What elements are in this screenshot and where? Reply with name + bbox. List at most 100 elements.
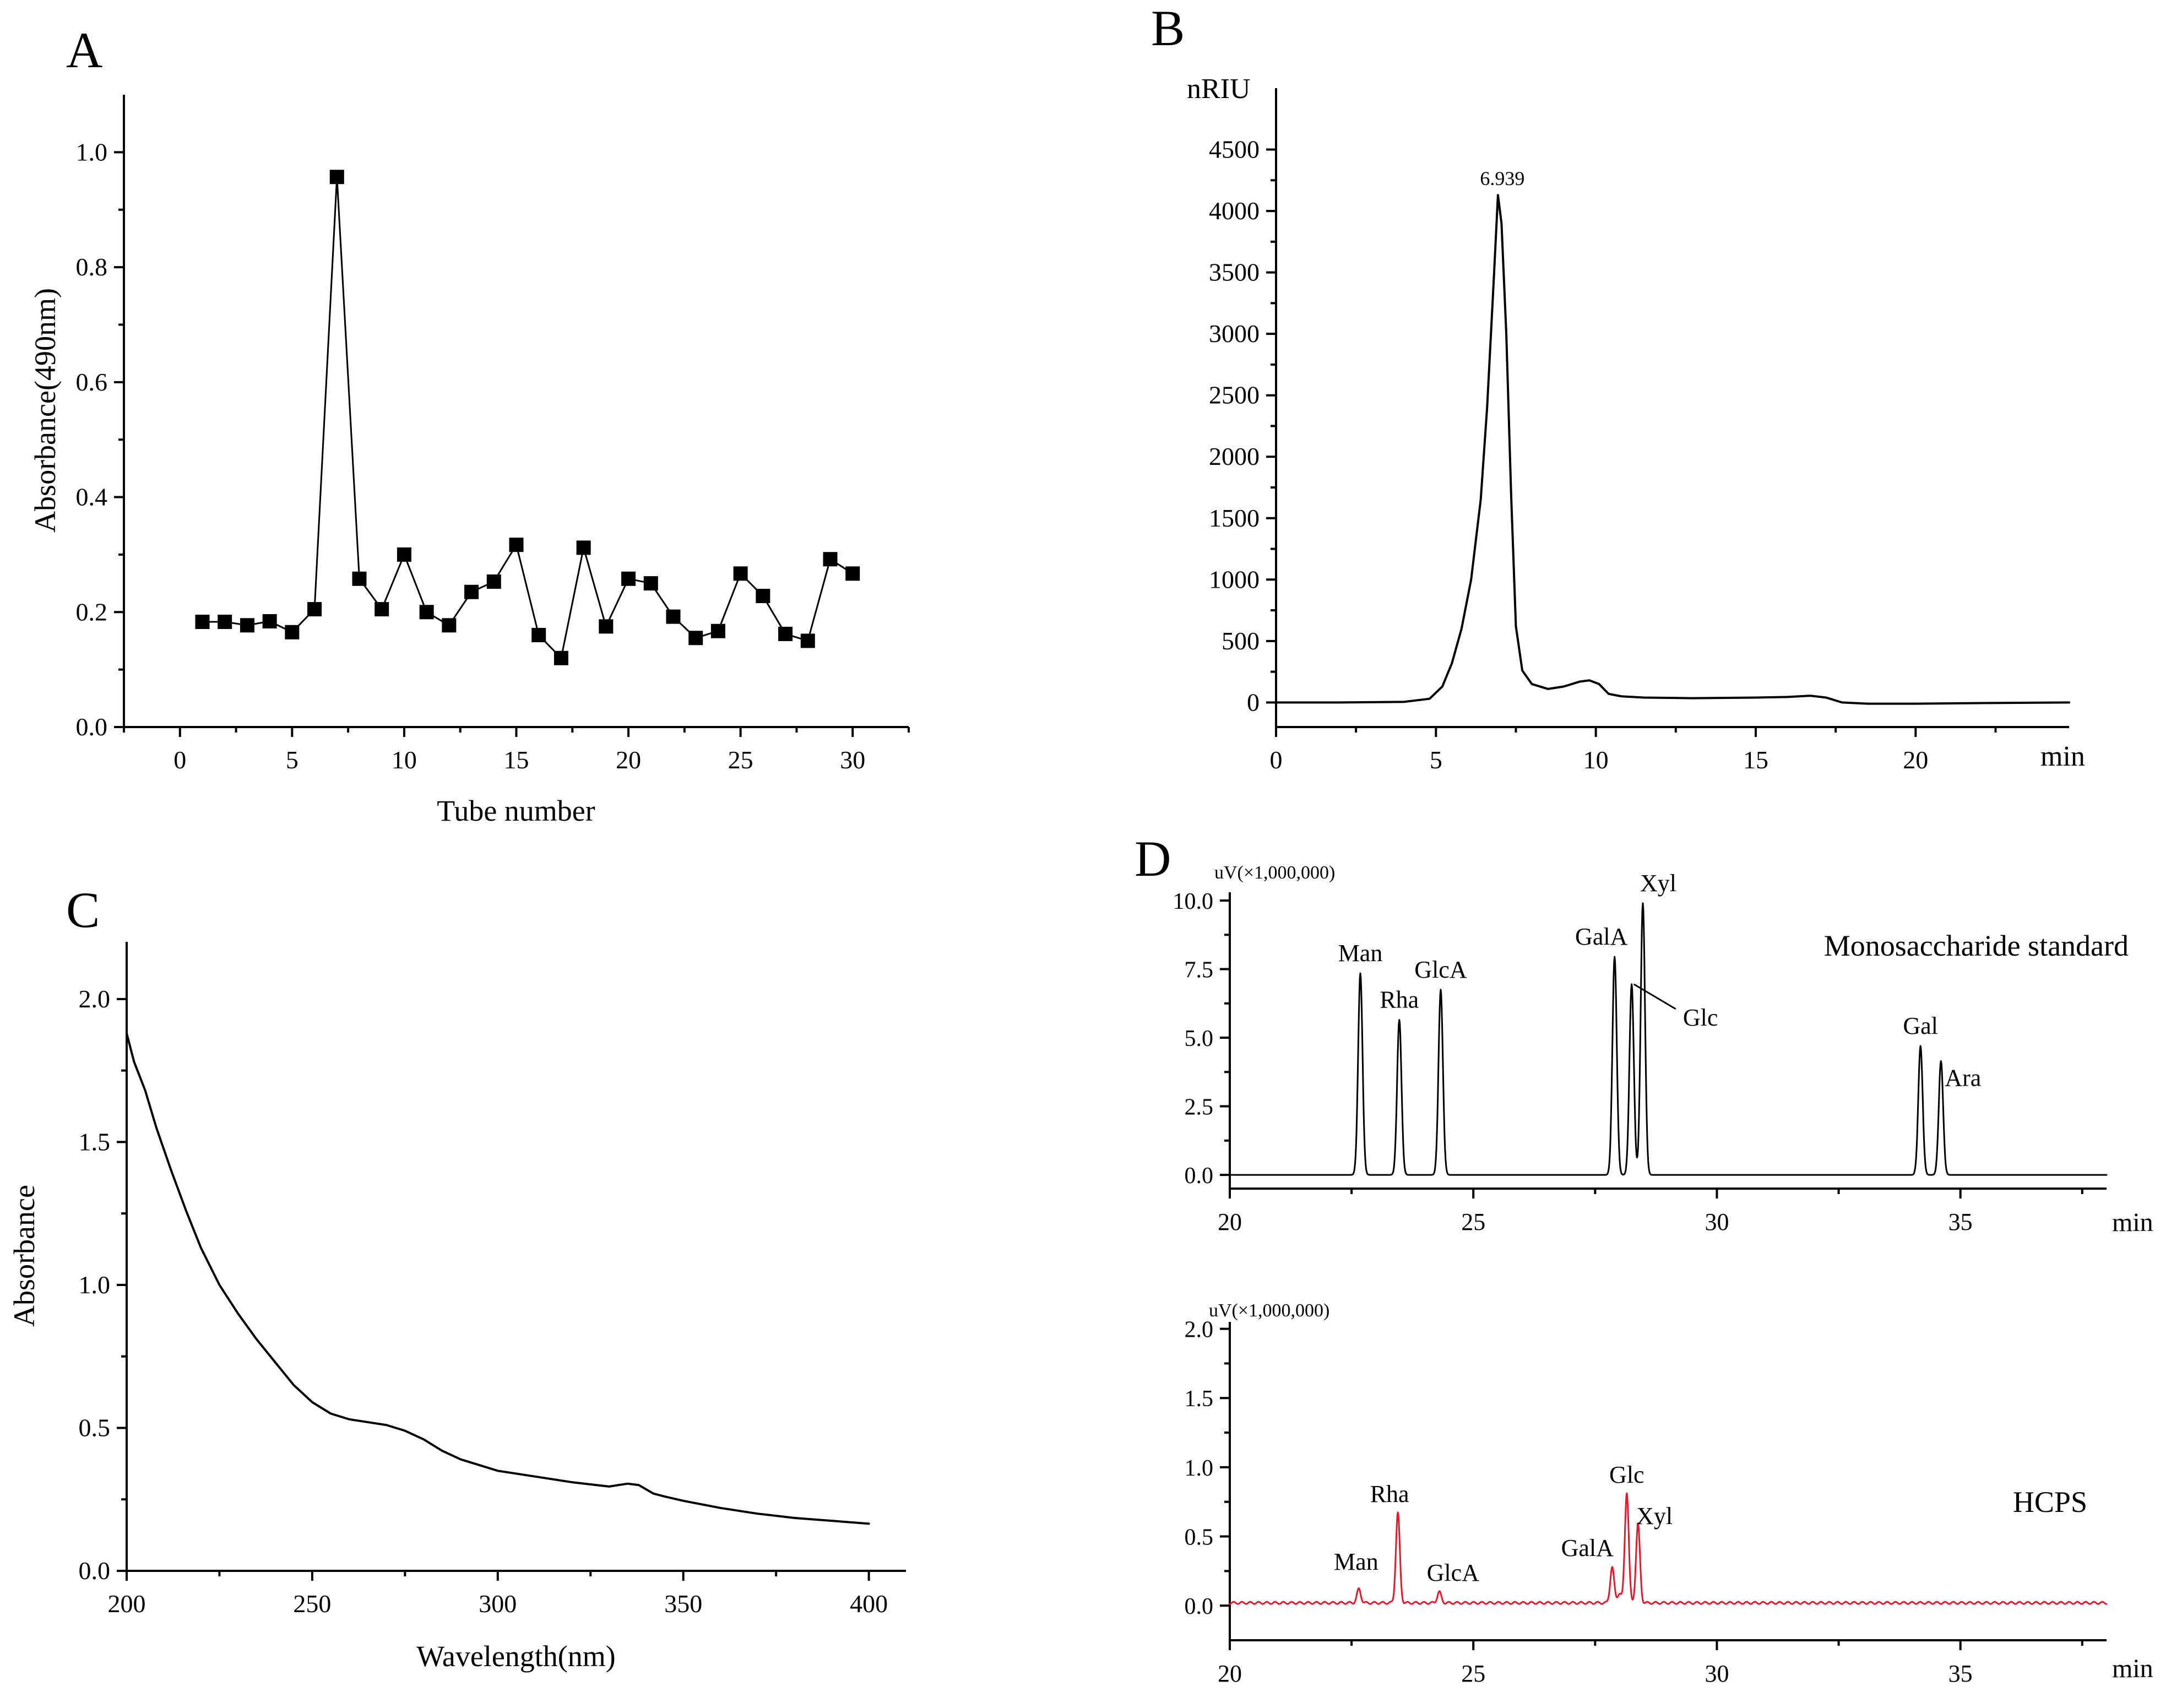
x-tick-label: 25 [1461, 1208, 1485, 1235]
data-point [710, 623, 725, 638]
chromatogram-trace [1229, 902, 2108, 1176]
y-tick-label: 0.4 [76, 483, 108, 511]
data-point [442, 618, 457, 633]
panel-a-tube-absorbance-chart: 0.0 0.2 0.4 0.6 0.8 1.0 0 5 10 15 20 25 30 A Tube numb… [29, 22, 910, 827]
x-tick-label: 400 [850, 1590, 888, 1618]
data-point [285, 625, 300, 639]
data-point [845, 566, 860, 581]
y-tick-label: 2.5 [1185, 1095, 1214, 1120]
data-point [553, 650, 568, 665]
x-tick-label: 5 [286, 746, 298, 774]
chromatogram-trace [1229, 1492, 2108, 1605]
y-axis-unit-label: uV(×1,000,000) [1214, 863, 1335, 883]
x-tick-label: 15 [1743, 746, 1768, 774]
x-tick-label: 300 [479, 1590, 517, 1618]
data-point [262, 614, 277, 628]
x-tick-label: 25 [728, 746, 753, 774]
x-tick-label: 200 [108, 1590, 146, 1618]
data-point [352, 571, 367, 586]
x-tick-label: 5 [1430, 746, 1442, 774]
data-point [800, 633, 815, 648]
data-point [531, 628, 546, 643]
x-tick-label: 20 [1218, 1208, 1242, 1235]
y-tick-label: 2.0 [1185, 1317, 1214, 1343]
y-tick-label: 3500 [1209, 258, 1260, 286]
data-point [375, 602, 389, 617]
data-point [486, 574, 501, 589]
y-tick-label: 0.0 [76, 713, 108, 741]
x-tick-label: 35 [1949, 1208, 1973, 1235]
y-tick-label: 1000 [1209, 565, 1260, 593]
x-tick-label: 250 [293, 1590, 331, 1618]
y-axis-unit-label: uV(×1,000,000) [1209, 1300, 1329, 1321]
y-tick-label: 1.5 [79, 1127, 111, 1156]
y-tick-label: 0.5 [1185, 1525, 1214, 1550]
spectrum-trace [126, 1032, 870, 1525]
x-tick-label: 20 [616, 746, 641, 774]
y-tick-label: 0.5 [79, 1413, 111, 1441]
y-axis-title: Absorbance [8, 1185, 41, 1327]
peak-label: Ara [1945, 1064, 1981, 1091]
data-point [218, 615, 232, 630]
y-tick-label: 0.0 [79, 1557, 111, 1585]
data-point [307, 602, 322, 617]
peak-label: Rha [1380, 986, 1419, 1013]
data-point [464, 584, 479, 599]
y-tick-label: 0.2 [76, 598, 108, 626]
x-tick-label: 0 [173, 746, 186, 774]
y-axis-unit-label: nRIU [1187, 73, 1251, 105]
panel-c-uv-spectrum: 0.0 0.5 1.0 1.5 2.0 200 250 300 350 400 C Wavelengt… [8, 882, 906, 1673]
peak-label: Glc [1683, 1004, 1718, 1031]
y-tick-label: 10.0 [1173, 889, 1214, 914]
data-point [397, 547, 411, 562]
data-point [688, 631, 703, 646]
y-tick-label: 0 [1247, 688, 1260, 716]
data-point [419, 605, 434, 620]
peak-label: Glc [1609, 1461, 1644, 1488]
x-axis-unit-label: min [2040, 741, 2085, 772]
panel-label: D [1135, 831, 1171, 887]
data-point [756, 589, 770, 604]
x-tick-label: 35 [1949, 1660, 1973, 1687]
panel-label: A [66, 22, 102, 78]
peak-label: Man [1334, 1548, 1378, 1575]
data-point [733, 566, 748, 581]
data-point [778, 626, 793, 641]
chromatogram-trace [1275, 194, 2070, 705]
panel-d-monosaccharide-standard-chromatogram: 0.0 2.5 5.0 7.5 10.0 20 25 30 35 D uV(×1,000,000) m… [1135, 831, 2153, 1237]
x-tick-label: 350 [664, 1590, 702, 1618]
y-tick-label: 1.0 [79, 1271, 111, 1299]
y-tick-label: 0.8 [76, 253, 108, 281]
x-tick-label: 20 [1218, 1660, 1242, 1687]
y-tick-label: 1.0 [76, 138, 108, 166]
panel-label: B [1151, 0, 1185, 56]
y-tick-label: 4000 [1209, 197, 1260, 225]
y-tick-label: 2.0 [79, 985, 111, 1013]
x-axis-unit-label: min [2112, 1208, 2153, 1237]
data-point [621, 571, 636, 586]
peak-label: GalA [1575, 923, 1628, 950]
data-point [643, 576, 658, 591]
x-axis-title: Tube number [437, 794, 595, 827]
peak-label: GlcA [1427, 1559, 1480, 1586]
x-tick-label: 0 [1270, 746, 1283, 774]
x-axis-title: Wavelength(nm) [416, 1640, 616, 1673]
y-tick-label: 1500 [1209, 504, 1260, 532]
chart-title: HCPS [2013, 1485, 2087, 1519]
y-tick-label: 0.0 [1185, 1594, 1214, 1619]
y-tick-label: 7.5 [1185, 957, 1214, 983]
y-tick-label: 1.0 [1185, 1456, 1214, 1481]
chart-title: Monosaccharide standard [1824, 929, 2129, 962]
peak-retention-label: 6.939 [1480, 167, 1524, 189]
series-line [202, 176, 854, 659]
data-point [195, 615, 210, 630]
panel-b-hplc-chromatogram: 0 500 1000 1500 2000 2500 3000 3500 4000 4500 0 5 10… [1151, 0, 2085, 774]
x-tick-label: 10 [392, 746, 417, 774]
data-point [329, 170, 344, 185]
peak-label-leader-line [1633, 983, 1676, 1010]
data-point [666, 609, 681, 624]
y-tick-label: 2000 [1209, 442, 1260, 470]
y-axis-title: Absorbance(490nm) [29, 288, 62, 533]
peak-label: GalA [1561, 1535, 1614, 1561]
